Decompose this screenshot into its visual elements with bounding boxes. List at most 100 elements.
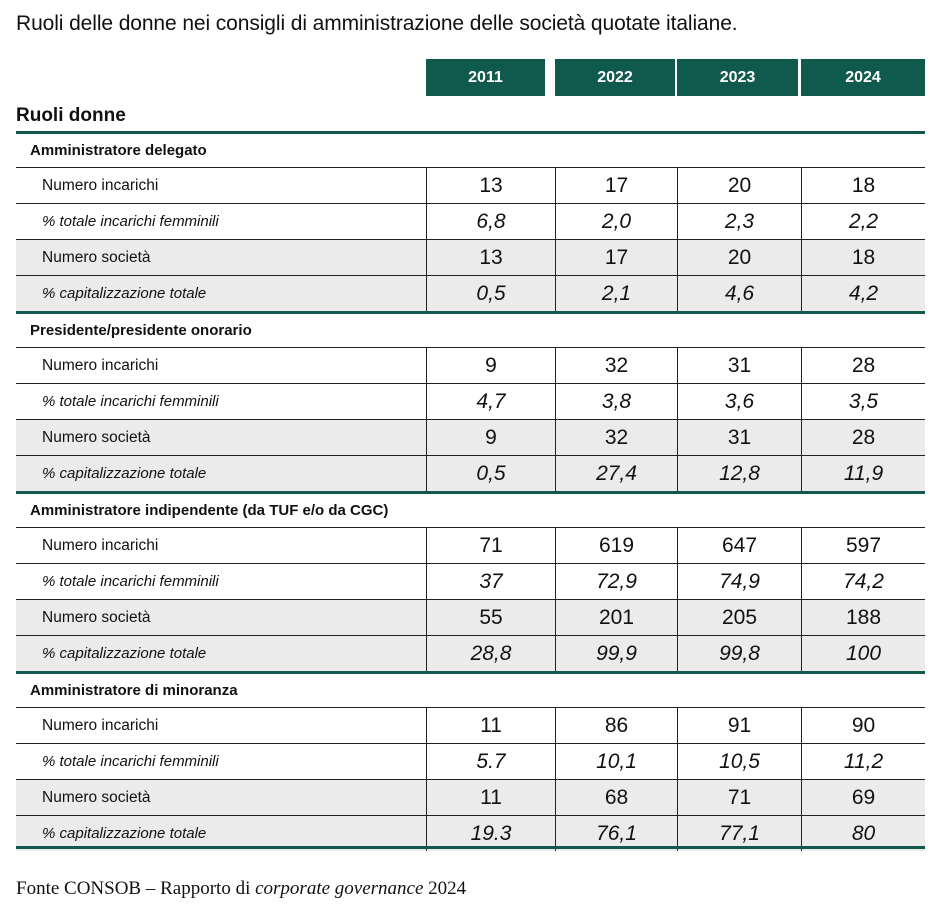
table-cell-2022: 619 — [555, 528, 677, 563]
section-title: Amministratore delegato — [30, 142, 207, 159]
table-cell-2023: 205 — [677, 600, 801, 635]
roles-header: Ruoli donne — [16, 105, 126, 126]
source-italic: corporate governance — [255, 878, 424, 899]
table-row: % capitalizzazione totale 28,8 99,9 99,8 100 — [16, 635, 925, 671]
section-title: Presidente/presidente onorario — [30, 322, 252, 339]
table-cell-2022: 72,9 — [555, 564, 677, 599]
table-cell-2023: 71 — [677, 780, 801, 815]
table-row: Numero incarichi 13 17 20 18 — [16, 167, 925, 203]
table-cell-2024: 11,2 — [801, 744, 925, 779]
table-cell-2022: 3,8 — [555, 384, 677, 419]
table-cell-2022: 2,0 — [555, 204, 677, 239]
row-label: Numero incarichi — [42, 716, 159, 734]
row-label: Numero incarichi — [42, 356, 159, 374]
table-cell-2024: 4,2 — [801, 276, 925, 311]
table-cell-2024: 74,2 — [801, 564, 925, 599]
table-cell-2011: 9 — [426, 348, 555, 383]
row-label: Numero incarichi — [42, 536, 159, 554]
row-label: Numero incarichi — [42, 176, 159, 194]
source-note: Fonte CONSOB – Rapporto di corporate gov… — [16, 878, 466, 900]
table-cell-2024: 18 — [801, 240, 925, 275]
table-cell-2022: 10,1 — [555, 744, 677, 779]
table-cell-2011: 19.3 — [426, 816, 555, 851]
row-label: Numero società — [42, 608, 151, 626]
roles-table: Amministratore delegato Numero incarichi 1… — [16, 131, 925, 851]
row-label: % totale incarichi femminili — [42, 393, 219, 410]
table-cell-2024: 28 — [801, 420, 925, 455]
table-cell-2011: 11 — [426, 780, 555, 815]
table-cell-2024: 2,2 — [801, 204, 925, 239]
table-cell-2011: 0,5 — [426, 456, 555, 491]
row-label: % capitalizzazione totale — [42, 465, 207, 482]
table-cell-2024: 28 — [801, 348, 925, 383]
table-cell-2011: 5.7 — [426, 744, 555, 779]
table-cell-2022: 86 — [555, 708, 677, 743]
table-row: % capitalizzazione totale 0,5 27,4 12,8 11,9 — [16, 455, 925, 491]
table-cell-2024: 597 — [801, 528, 925, 563]
table-cell-2022: 17 — [555, 240, 677, 275]
table-cell-2023: 647 — [677, 528, 801, 563]
table-cell-2023: 10,5 — [677, 744, 801, 779]
table-row: Numero incarichi 11 86 91 90 — [16, 707, 925, 743]
row-label: Numero società — [42, 428, 151, 446]
table-row: Numero società 13 17 20 18 — [16, 239, 925, 275]
table-cell-2022: 32 — [555, 348, 677, 383]
year-header-2011: 2011 — [426, 59, 545, 96]
table-row: % totale incarichi femminili 37 72,9 74,9 74… — [16, 563, 925, 599]
table-cell-2023: 74,9 — [677, 564, 801, 599]
table-cell-2023: 31 — [677, 348, 801, 383]
table-cell-2023: 2,3 — [677, 204, 801, 239]
table-row: % totale incarichi femminili 4,7 3,8 3,6 3,5 — [16, 383, 925, 419]
table-cell-2011: 28,8 — [426, 636, 555, 671]
table-cell-2011: 6,8 — [426, 204, 555, 239]
year-header-2024: 2024 — [801, 59, 925, 96]
table-cell-2022: 68 — [555, 780, 677, 815]
section-title: Amministratore di minoranza — [30, 682, 238, 699]
section-header: Amministratore delegato — [16, 131, 925, 167]
table-cell-2024: 69 — [801, 780, 925, 815]
table-cell-2023: 91 — [677, 708, 801, 743]
table-cell-2011: 71 — [426, 528, 555, 563]
source-suffix: 2024 — [423, 878, 467, 899]
table-cell-2022: 201 — [555, 600, 677, 635]
table-cell-2023: 99,8 — [677, 636, 801, 671]
table-cell-2023: 4,6 — [677, 276, 801, 311]
table-row: % capitalizzazione totale 0,5 2,1 4,6 4,2 — [16, 275, 925, 311]
table-cell-2024: 11,9 — [801, 456, 925, 491]
table-cell-2022: 2,1 — [555, 276, 677, 311]
table-cell-2011: 13 — [426, 240, 555, 275]
table-cell-2011: 37 — [426, 564, 555, 599]
row-label: % capitalizzazione totale — [42, 825, 207, 842]
table-cell-2011: 4,7 — [426, 384, 555, 419]
table-cell-2022: 17 — [555, 168, 677, 203]
table-cell-2011: 9 — [426, 420, 555, 455]
table-cell-2023: 3,6 — [677, 384, 801, 419]
table-cell-2023: 31 — [677, 420, 801, 455]
table-row: % totale incarichi femminili 6,8 2,0 2,3 2,2 — [16, 203, 925, 239]
table-cell-2011: 11 — [426, 708, 555, 743]
table-cell-2011: 55 — [426, 600, 555, 635]
table-row: Numero incarichi 9 32 31 28 — [16, 347, 925, 383]
row-label: % totale incarichi femminili — [42, 753, 219, 770]
table-row: Numero società 11 68 71 69 — [16, 779, 925, 815]
table-row: % totale incarichi femminili 5.7 10,1 10,5 1… — [16, 743, 925, 779]
section-header: Amministratore indipendente (da TUF e/o … — [16, 491, 925, 527]
table-cell-2022: 32 — [555, 420, 677, 455]
table-cell-2024: 188 — [801, 600, 925, 635]
table-cell-2024: 18 — [801, 168, 925, 203]
table-row: % capitalizzazione totale 19.3 76,1 77,1 80 — [16, 815, 925, 851]
table-cell-2024: 90 — [801, 708, 925, 743]
table-bottom-rule — [16, 846, 925, 849]
row-label: % totale incarichi femminili — [42, 573, 219, 590]
table-title: Ruoli delle donne nei consigli di ammini… — [16, 12, 738, 35]
row-label: % capitalizzazione totale — [42, 285, 207, 302]
table-row: Numero società 9 32 31 28 — [16, 419, 925, 455]
table-row: Numero incarichi 71 619 647 597 — [16, 527, 925, 563]
section-header: Presidente/presidente onorario — [16, 311, 925, 347]
table-row: Numero società 55 201 205 188 — [16, 599, 925, 635]
year-header-2022: 2022 — [555, 59, 675, 96]
row-label: % totale incarichi femminili — [42, 213, 219, 230]
table-cell-2022: 99,9 — [555, 636, 677, 671]
row-label: Numero società — [42, 248, 151, 266]
table-cell-2011: 13 — [426, 168, 555, 203]
